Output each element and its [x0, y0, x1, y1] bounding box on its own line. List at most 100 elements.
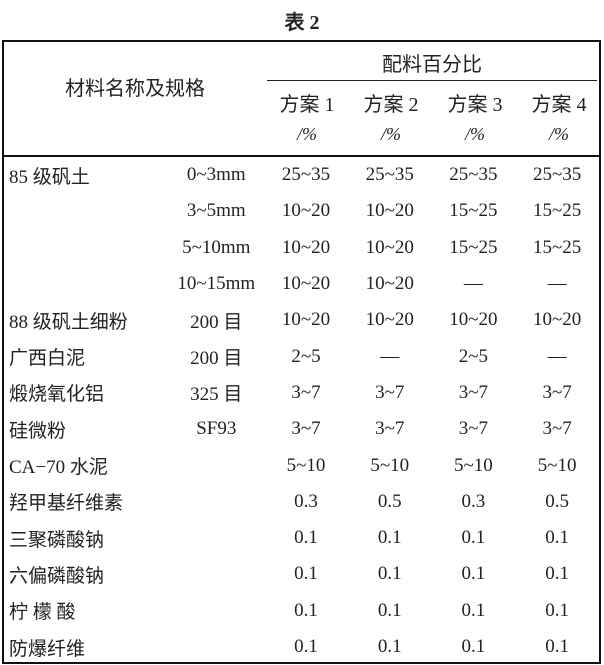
material-name: 煅烧氧化铝 [9, 384, 105, 406]
plan-4-value: 3~7 [542, 418, 572, 440]
plan-4-value: — [547, 345, 567, 367]
material-spec: 0~3mm [186, 164, 246, 186]
material-name: 柠 檬 酸 [9, 602, 76, 624]
plan-1-value: 2~5 [291, 345, 321, 367]
plan-2-value: 5~10 [370, 454, 410, 476]
material-name: 广西白泥 [9, 348, 86, 370]
plan-3-value: 0.1 [461, 599, 486, 621]
plan-1-value: 10~20 [281, 273, 331, 295]
header-plan-4: 方案 4 [531, 94, 587, 116]
plan-1-value: 25~35 [281, 164, 331, 186]
material-spec: 200 目 [190, 348, 243, 370]
header-unit-2: /% [381, 124, 401, 144]
table-caption: 表 2 [284, 12, 320, 34]
plan-2-value: 3~7 [375, 381, 405, 403]
plan-1-value: 0.1 [294, 636, 318, 657]
plan-1-value: 5~10 [286, 454, 326, 476]
plan-2-value: 10~20 [365, 236, 414, 258]
plan-3-value: 0.1 [461, 527, 486, 549]
plan-3-value: 3~7 [458, 381, 489, 403]
header-plan-3: 方案 3 [447, 94, 503, 116]
header-plan-1: 方案 1 [279, 94, 335, 116]
material-spec: 200 目 [190, 311, 243, 333]
plan-3-value: 15~25 [449, 236, 498, 258]
header-unit-1: /% [297, 124, 317, 144]
table-row: 硅微粉 SF93 3~7 3~7 3~7 3~7 [4, 411, 599, 447]
plan-4-value: — [547, 273, 567, 295]
plan-1-value: 10~20 [281, 200, 331, 222]
plan-4-value: 25~35 [533, 164, 582, 186]
plan-2-value: 0.1 [377, 599, 402, 621]
plan-4-value: 0.1 [545, 599, 570, 621]
header-name-spec: 材料名称及规格 [65, 78, 205, 100]
table-row: 六偏磷酸钠 0.1 0.1 0.1 0.1 [4, 556, 599, 592]
table-row: 羟甲基纤维素 0.3 0.5 0.3 0.5 [4, 484, 599, 520]
plan-1-value: 0.1 [294, 563, 318, 585]
plan-1-value: 0.1 [294, 599, 318, 621]
table-row: 10~15mm 10~20 10~20 — — [4, 266, 599, 302]
plan-3-value: 15~25 [449, 200, 498, 222]
plan-2-value: 25~35 [365, 164, 414, 186]
table-row: CA−70 水泥 5~10 5~10 5~10 5~10 [4, 447, 599, 483]
plan-2-value: — [380, 345, 400, 367]
header-unit-3: /% [465, 124, 485, 144]
table-row: 5~10mm 10~20 10~20 15~25 15~25 [4, 230, 599, 266]
plan-4-value: 0.1 [545, 636, 570, 657]
material-name: 三聚磷酸钠 [9, 529, 105, 551]
plan-3-value: 25~35 [449, 164, 498, 186]
plan-1-value: 3~7 [291, 418, 321, 440]
material-spec: 325 目 [190, 384, 243, 406]
plan-2-value: 0.5 [377, 490, 402, 512]
material-name: 羟甲基纤维素 [9, 493, 124, 515]
plan-1-value: 10~20 [281, 236, 331, 258]
plan-2-value: 0.1 [377, 527, 402, 549]
material-name: 六偏磷酸钠 [9, 565, 105, 587]
table-row: 3~5mm 10~20 10~20 15~25 15~25 [4, 193, 599, 229]
material-spec: 5~10mm [182, 236, 251, 258]
plan-1-value: 3~7 [291, 381, 321, 403]
plan-2-value: 10~20 [365, 273, 414, 295]
plan-4-value: 15~25 [533, 236, 582, 258]
plan-1-value: 10~20 [281, 309, 331, 331]
plan-2-value: 10~20 [365, 200, 414, 222]
plan-2-value: 0.1 [377, 563, 402, 585]
table-row: 88 级矾土细粉 200 目 10~20 10~20 10~20 10~20 [4, 302, 599, 338]
plan-4-value: 0.1 [545, 527, 570, 549]
table-row: 85 级矾土 0~3mm 25~35 25~35 25~35 25~35 [4, 157, 599, 193]
material-name: 硅微粉 [9, 420, 67, 442]
plan-3-value: 5~10 [454, 454, 493, 476]
plan-3-value: — [463, 273, 483, 295]
header-unit-4: /% [549, 124, 569, 144]
plan-2-value: 10~20 [365, 309, 414, 331]
plan-4-value: 15~25 [533, 200, 582, 222]
mix-ratio-table: 材料名称及规格 配料百分比 方案 1 方案 2 方案 3 方案 4 /% /% … [2, 40, 601, 664]
table-row: 防爆纤维 0.1 0.1 0.1 0.1 [4, 629, 599, 665]
plan-1-value: 0.1 [294, 527, 318, 549]
table-header: 材料名称及规格 配料百分比 方案 1 方案 2 方案 3 方案 4 /% /% … [4, 42, 599, 157]
plan-3-value: 0.1 [461, 563, 486, 585]
table-body: 85 级矾土 0~3mm 25~35 25~35 25~35 25~35 3~5mm 10~2… [4, 157, 599, 665]
plan-3-value: 3~7 [458, 418, 489, 440]
header-group: 配料百分比 [382, 54, 482, 76]
material-name: CA−70 水泥 [9, 457, 108, 479]
material-spec: 10~15mm [177, 273, 256, 295]
plan-3-value: 0.1 [461, 636, 486, 657]
plan-2-value: 3~7 [375, 418, 405, 440]
plan-4-value: 0.1 [545, 563, 570, 585]
plan-3-value: 2~5 [458, 345, 489, 367]
header-divider [267, 80, 597, 81]
plan-3-value: 10~20 [449, 309, 498, 331]
header-plan-2: 方案 2 [363, 94, 419, 116]
material-spec: 3~5mm [186, 200, 246, 222]
plan-4-value: 5~10 [537, 454, 577, 476]
plan-3-value: 0.3 [461, 490, 486, 512]
plan-4-value: 10~20 [533, 309, 582, 331]
table-row: 广西白泥 200 目 2~5 — 2~5 — [4, 338, 599, 374]
material-name: 88 级矾土细粉 [9, 311, 128, 333]
material-spec: SF93 [196, 418, 237, 440]
plan-4-value: 3~7 [542, 381, 572, 403]
plan-1-value: 0.3 [294, 490, 318, 512]
table-row: 煅烧氧化铝 325 目 3~7 3~7 3~7 3~7 [4, 375, 599, 411]
material-name: 防爆纤维 [9, 638, 86, 660]
plan-4-value: 0.5 [545, 490, 570, 512]
